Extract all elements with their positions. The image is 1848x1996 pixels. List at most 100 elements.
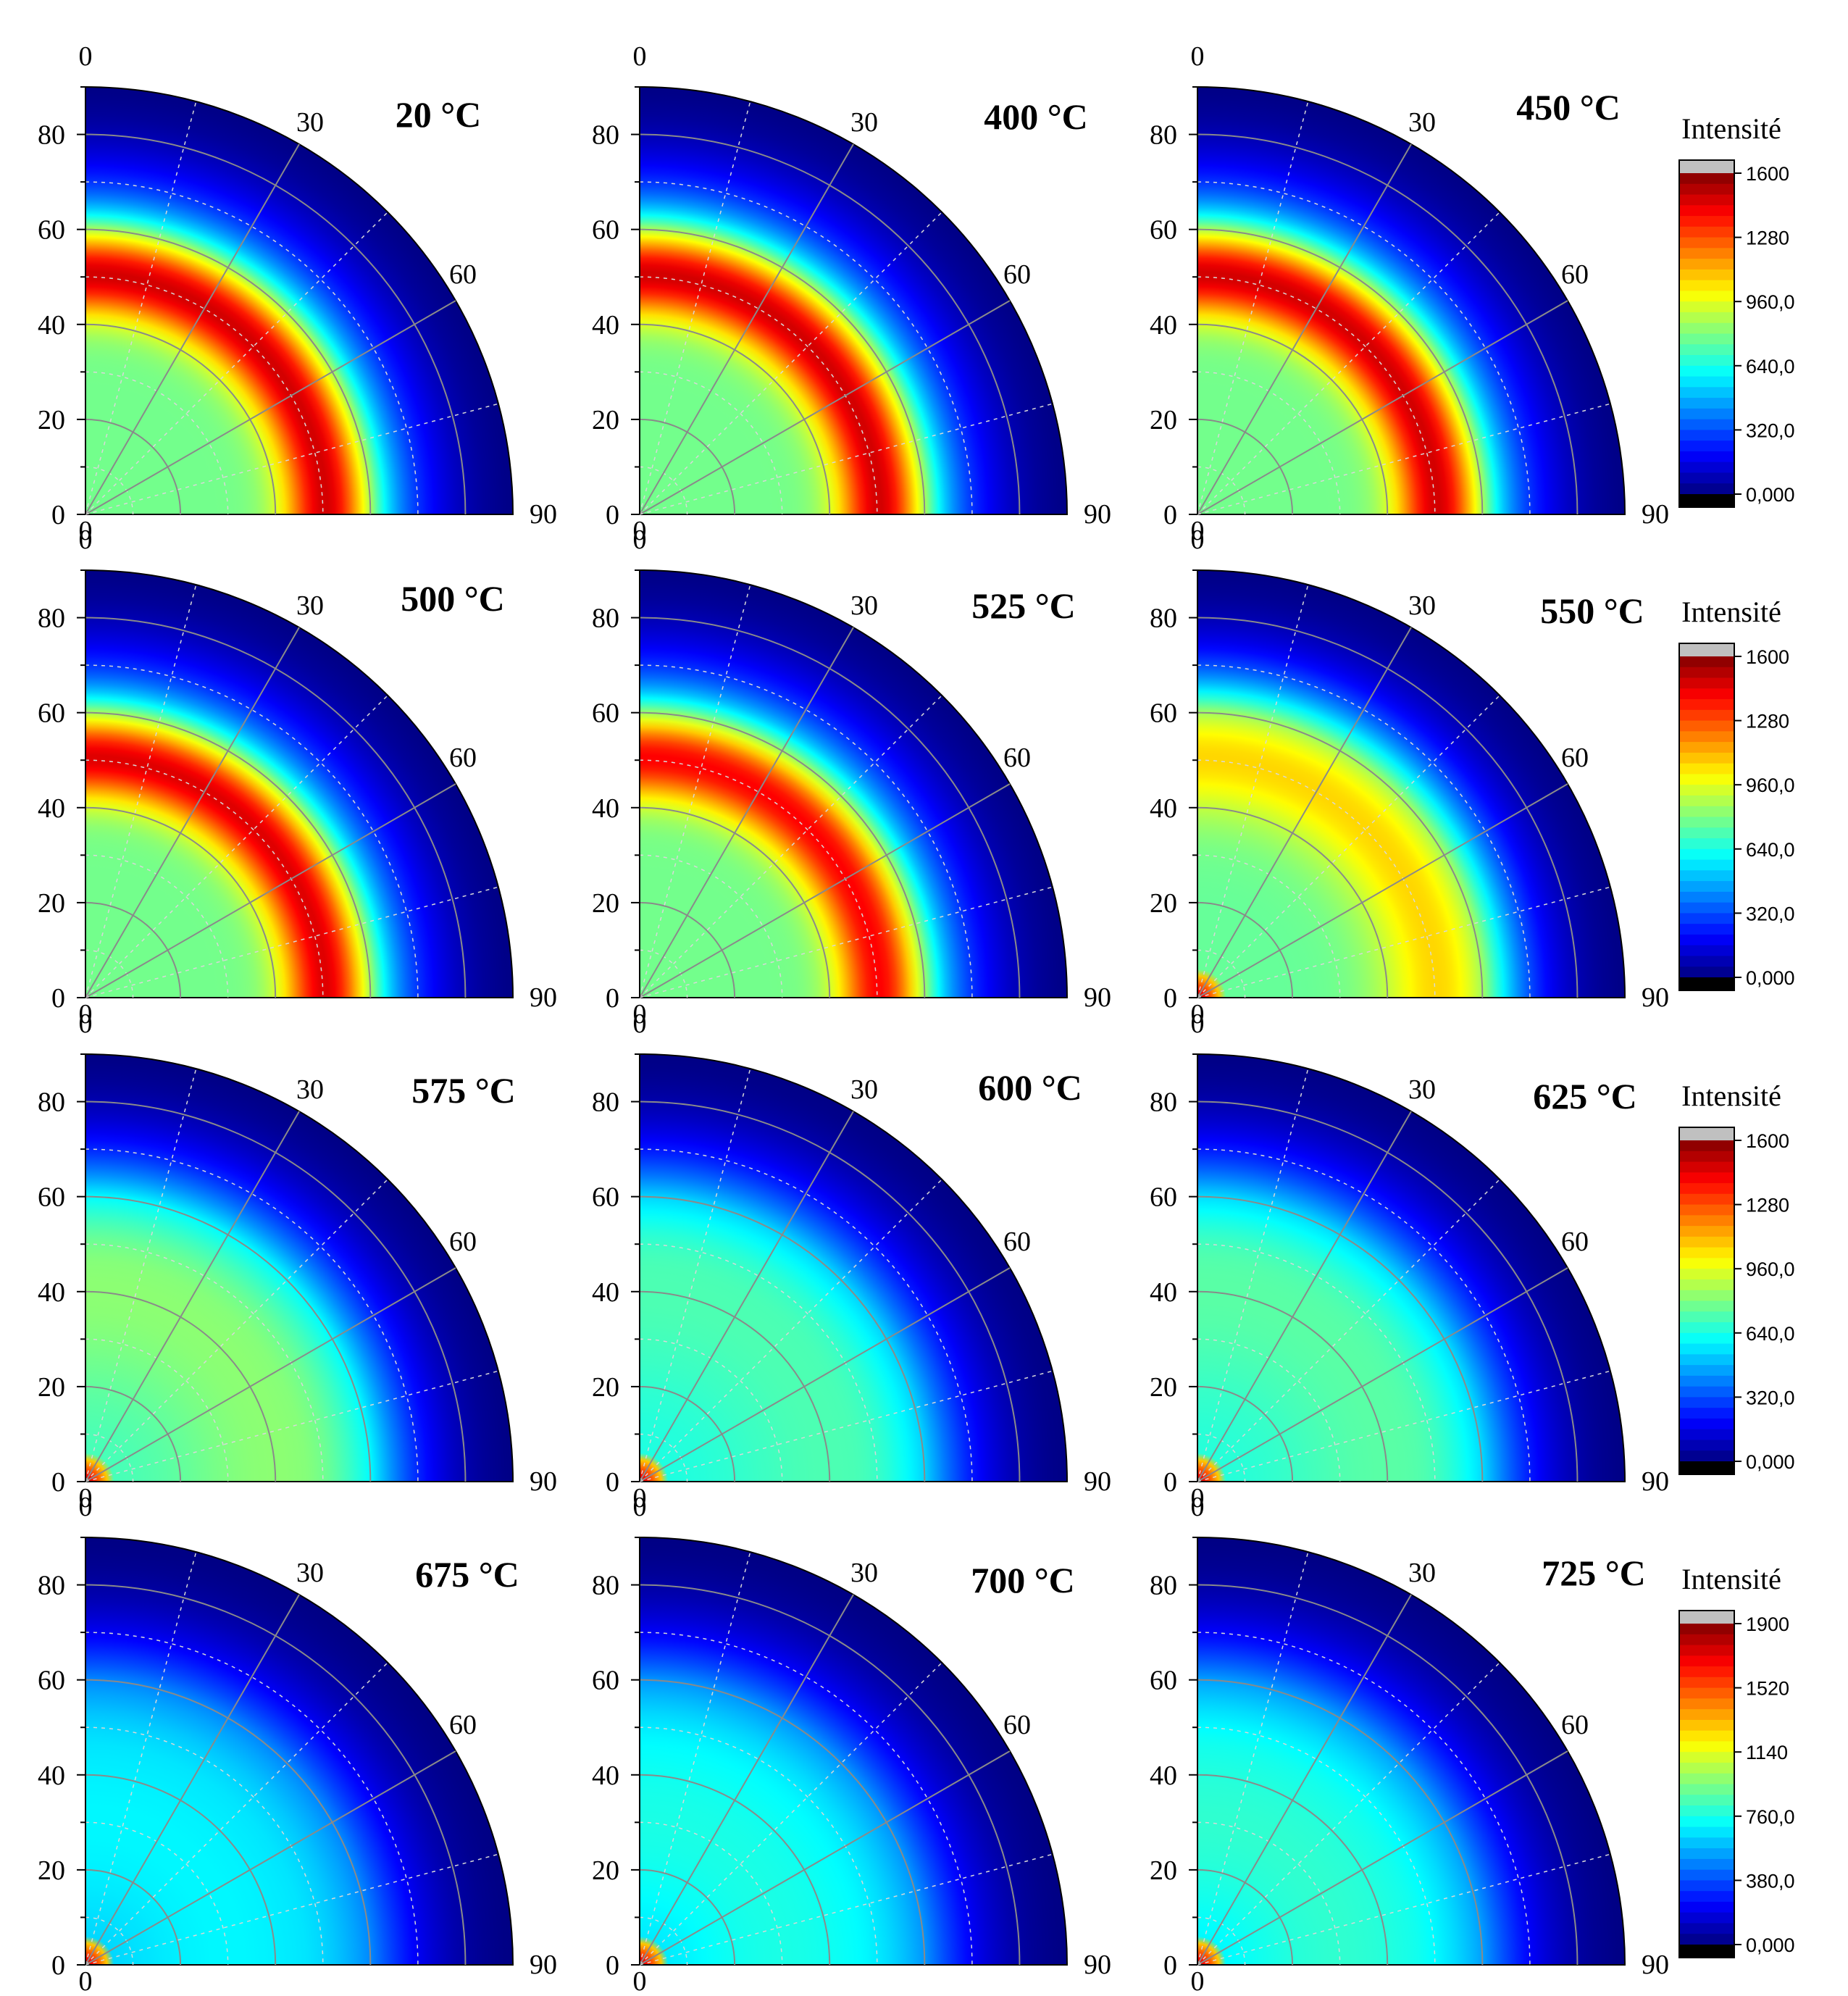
radial-tick-label: 0	[51, 1950, 65, 1981]
colorbar-tick-label: 1600	[1746, 646, 1789, 668]
polar-panel: 0 20 40 60 80 0 30 60 90 0 675 °C	[38, 1492, 557, 1996]
radial-tick-label: 80	[1150, 1087, 1177, 1118]
angular-tick-label: 0	[79, 1966, 93, 1996]
colorbar-tick-label: 1600	[1746, 1130, 1789, 1152]
polar-panel: 0 20 40 60 80 0 30 60 90 0 600 °C	[592, 1009, 1111, 1513]
radial-tick-label: 80	[592, 1571, 619, 1601]
radial-tick-label: 20	[38, 1372, 65, 1403]
angular-tick-label: 0	[1191, 1483, 1205, 1513]
angular-tick-label: 0	[633, 1966, 647, 1996]
radial-tick-label: 20	[592, 405, 619, 435]
temperature-label: 625 °C	[1533, 1076, 1637, 1116]
colorbar-tick-label: 1280	[1746, 1195, 1789, 1216]
radial-tick-label: 60	[38, 1182, 65, 1213]
radial-tick-label: 80	[1150, 1571, 1177, 1601]
radial-tick-label: 0	[1163, 1467, 1177, 1498]
radial-tick-label: 20	[1150, 1372, 1177, 1403]
angular-tick-label: 90	[530, 499, 557, 530]
colorbar-tick-label: 760,0	[1746, 1806, 1795, 1828]
radial-tick-label: 60	[38, 215, 65, 246]
angular-tick-label: 90	[530, 1950, 557, 1980]
radial-tick-label: 60	[38, 1666, 65, 1696]
temperature-label: 725 °C	[1542, 1553, 1646, 1593]
angular-tick-label: 0	[633, 525, 647, 555]
colorbar-tick-label: 0,000	[1746, 484, 1795, 506]
polar-panel: 0 20 40 60 80 0 30 60 90 0 20 °C	[38, 41, 557, 546]
radial-tick-label: 80	[38, 1571, 65, 1601]
angular-tick-label: 90	[1642, 982, 1669, 1013]
radial-tick-label: 60	[592, 1666, 619, 1696]
intensity-map	[85, 569, 514, 998]
colorbar-title: Intensité	[1681, 1080, 1781, 1112]
radial-tick-label: 20	[592, 1855, 619, 1886]
temperature-label: 550 °C	[1540, 590, 1644, 631]
intensity-map	[85, 85, 514, 515]
intensity-map	[639, 85, 1069, 515]
colorbar-tick-label: 1600	[1746, 163, 1789, 185]
radial-tick-label: 80	[1150, 604, 1177, 634]
radial-tick-label: 60	[592, 215, 619, 246]
colorbar-tick-label: 320,0	[1746, 419, 1795, 441]
angular-tick-label: 0	[633, 1492, 647, 1522]
colorbar-tick-label: 0,000	[1746, 1934, 1795, 1956]
angular-tick-label: 90	[1084, 1950, 1111, 1980]
radial-tick-label: 0	[606, 500, 619, 530]
colorbar-tick-label: 380,0	[1746, 1870, 1795, 1892]
radial-tick-label: 0	[606, 983, 619, 1014]
radial-tick-label: 40	[592, 1761, 619, 1791]
angular-tick-label: 90	[1642, 1950, 1669, 1980]
radial-tick-label: 40	[592, 1277, 619, 1308]
angular-tick-label: 90	[1642, 499, 1669, 530]
intensity-map	[639, 569, 1069, 998]
angular-tick-label: 30	[850, 1558, 878, 1588]
radial-tick-label: 80	[592, 120, 619, 151]
radial-tick-label: 60	[1150, 1182, 1177, 1213]
angular-tick-label: 0	[79, 1483, 93, 1513]
temperature-label: 500 °C	[401, 578, 505, 619]
polar-panel: 0 20 40 60 80 0 30 60 90 0 400 °C	[592, 41, 1111, 546]
angular-tick-label: 60	[1561, 1710, 1589, 1740]
angular-tick-label: 0	[1191, 1009, 1205, 1039]
radial-tick-label: 20	[1150, 405, 1177, 435]
colorbar-tick-label: 1900	[1746, 1613, 1789, 1635]
radial-tick-label: 60	[1150, 698, 1177, 729]
angular-tick-label: 0	[633, 999, 647, 1030]
polar-panel: 0 20 40 60 80 0 30 60 90 0 625 °C	[1150, 1009, 1669, 1513]
colorbar-title: Intensité	[1681, 1563, 1781, 1595]
angular-tick-label: 30	[296, 590, 324, 621]
temperature-label: 700 °C	[971, 1560, 1075, 1600]
angular-tick-label: 90	[530, 1466, 557, 1497]
radial-tick-label: 20	[1150, 1855, 1177, 1886]
angular-tick-label: 0	[79, 525, 93, 555]
radial-tick-label: 20	[1150, 888, 1177, 919]
polar-panel: 0 20 40 60 80 0 30 60 90 0 550 °C	[1150, 525, 1669, 1030]
radial-tick-label: 60	[38, 698, 65, 729]
radial-tick-label: 20	[38, 405, 65, 435]
angular-tick-label: 60	[1561, 259, 1589, 290]
angular-tick-label: 30	[1408, 1074, 1436, 1105]
radial-tick-label: 20	[592, 1372, 619, 1403]
radial-tick-label: 60	[1150, 1666, 1177, 1696]
radial-tick-label: 80	[38, 120, 65, 151]
polar-panel: 0 20 40 60 80 0 30 60 90 0 500 °C	[38, 525, 557, 1030]
radial-tick-label: 80	[592, 604, 619, 634]
radial-tick-label: 80	[592, 1087, 619, 1118]
radial-tick-label: 0	[51, 1467, 65, 1498]
radial-tick-label: 40	[38, 1277, 65, 1308]
radial-tick-label: 0	[606, 1950, 619, 1981]
radial-tick-label: 40	[1150, 1761, 1177, 1791]
radial-tick-label: 0	[51, 500, 65, 530]
angular-tick-label: 0	[633, 41, 647, 72]
temperature-label: 400 °C	[984, 96, 1088, 137]
intensity-map	[1197, 1053, 1626, 1482]
polar-panel: 0 20 40 60 80 0 30 60 90 0 725 °C	[1150, 1492, 1669, 1996]
temperature-label: 450 °C	[1516, 87, 1621, 128]
intensity-map	[1197, 569, 1626, 998]
colorbar-tick-label: 960,0	[1746, 1258, 1795, 1280]
angular-tick-label: 30	[296, 1558, 324, 1588]
colorbar-tick-label: 1140	[1746, 1742, 1788, 1763]
radial-tick-label: 0	[1163, 500, 1177, 530]
polar-panel: 0 20 40 60 80 0 30 60 90 0 575 °C	[38, 1009, 557, 1513]
angular-tick-label: 60	[1003, 259, 1031, 290]
colorbar-tick-label: 0,000	[1746, 967, 1795, 989]
